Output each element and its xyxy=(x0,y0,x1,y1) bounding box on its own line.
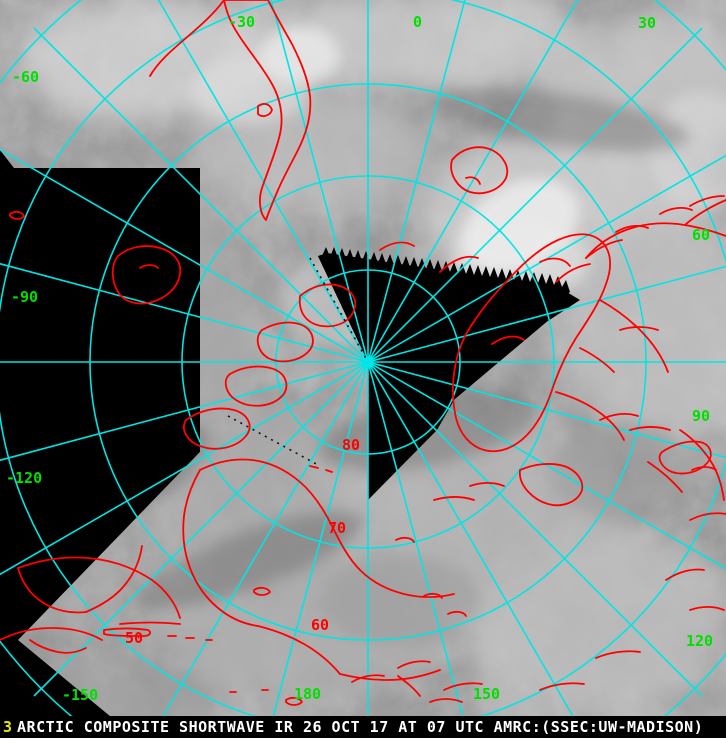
lon-label-180: 180 xyxy=(294,685,322,703)
caption-frame-number: 3 xyxy=(3,718,13,736)
satellite-map-svg xyxy=(0,0,726,716)
lon-label-90: 90 xyxy=(692,407,711,425)
lon-label--30: -30 xyxy=(228,13,256,31)
graticule-layer xyxy=(0,0,726,716)
lat-label-70: 70 xyxy=(328,519,347,537)
lat-label-50: 50 xyxy=(125,629,144,647)
lon-label--90: -90 xyxy=(11,288,39,306)
caption-bar: 3 ARCTIC COMPOSITE SHORTWAVE IR 26 OCT 1… xyxy=(0,716,726,738)
meridians xyxy=(0,0,726,716)
coastline-layer xyxy=(0,0,726,706)
lon-label-120: 120 xyxy=(686,632,714,650)
lon-label--150: -150 xyxy=(62,686,99,704)
lat-label-80: 80 xyxy=(342,436,361,454)
lon-label-60: 60 xyxy=(692,226,711,244)
lon-label-0: 0 xyxy=(413,13,423,31)
lat-label-60: 60 xyxy=(311,616,330,634)
scan-seam xyxy=(19,171,369,467)
lon-label--120: -120 xyxy=(6,469,43,487)
polar-gap-tail xyxy=(368,362,430,500)
lon-label-30: 30 xyxy=(638,14,657,32)
lon-label--60: -60 xyxy=(12,68,40,86)
lon-label-150: 150 xyxy=(473,685,501,703)
satellite-map-canvas[interactable]: -60 -30 0 30 60 90 120 150 180 -150 -120… xyxy=(0,0,726,716)
caption-text: ARCTIC COMPOSITE SHORTWAVE IR 26 OCT 17 … xyxy=(17,718,704,736)
